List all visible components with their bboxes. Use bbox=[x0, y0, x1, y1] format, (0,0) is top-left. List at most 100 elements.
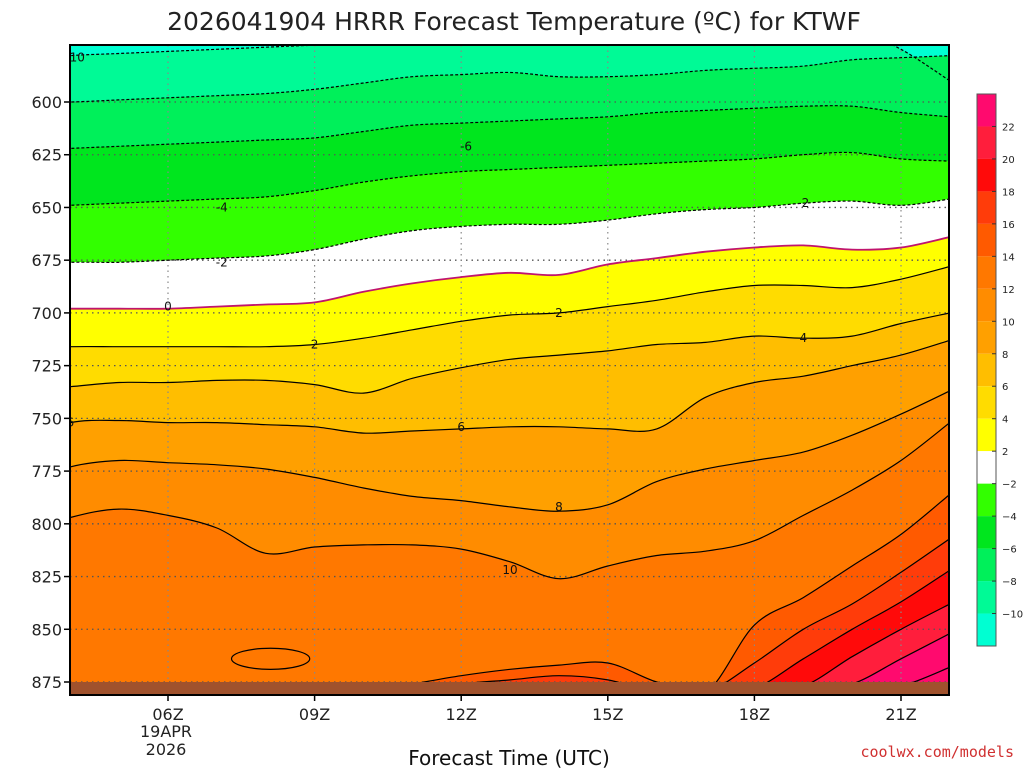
isotherm--8 bbox=[70, 55, 949, 103]
colorbar-tick-label: 16 bbox=[1002, 220, 1015, 231]
colorbar-swatch-18-20 bbox=[977, 158, 996, 192]
contour-label-5: -2 bbox=[797, 196, 809, 210]
contour-label-4: -2 bbox=[216, 255, 228, 269]
colorbar-tick-label: 20 bbox=[1002, 155, 1015, 166]
warm-pocket-2 bbox=[230, 647, 311, 670]
colorbar-tick-label: −10 bbox=[1002, 610, 1023, 621]
colorbar-swatch-4-6 bbox=[977, 386, 996, 419]
date-label-day: 19APR bbox=[140, 722, 192, 741]
colorbar-tick-label: −6 bbox=[1002, 545, 1017, 556]
y-tick-label-725: 725 bbox=[31, 357, 62, 376]
date-label-year: 2026 bbox=[146, 740, 187, 759]
colorbar-swatch--12--10 bbox=[977, 613, 996, 646]
colorbar-tick-label: 18 bbox=[1002, 187, 1015, 198]
plot-area: -10 -6 -4 -2 -2 0 2 2 4 6 6 8 10 bbox=[65, 45, 949, 695]
y-tick-label-625: 625 bbox=[31, 146, 62, 165]
contour-label-1: -10 bbox=[65, 51, 85, 65]
contour-label-text: 2 bbox=[555, 306, 563, 320]
terrain-surface bbox=[70, 682, 949, 695]
contour-label-9: 4 bbox=[799, 331, 807, 345]
colorbar-tick-label: 10 bbox=[1002, 317, 1015, 328]
grid-lines bbox=[70, 45, 949, 695]
x-tick-label-18Z: 18Z bbox=[739, 705, 770, 724]
colorbar-swatch-6-8 bbox=[977, 353, 996, 387]
contour-label-text: 6 bbox=[457, 420, 465, 434]
contour-label-13: 10 bbox=[502, 563, 517, 577]
colorbar-tick-label: 12 bbox=[1002, 285, 1015, 296]
colorbar-swatch--10--8 bbox=[977, 581, 996, 614]
x-tick-label-06Z: 06Z bbox=[152, 705, 183, 724]
contour-label-text: 10 bbox=[502, 563, 517, 577]
colorbar-tick-label: 14 bbox=[1002, 252, 1015, 263]
contour-labels: -10 -6 -4 -2 -2 0 2 2 4 6 6 8 10 bbox=[65, 51, 809, 578]
colorbar-tick-label: −2 bbox=[1002, 480, 1017, 491]
contour-label-text: -2 bbox=[216, 255, 228, 269]
colorbar-swatch-10-12 bbox=[977, 288, 996, 322]
y-tick-label-800: 800 bbox=[31, 515, 62, 534]
colorbar-tick-label: 22 bbox=[1002, 122, 1015, 133]
x-tick-label-21Z: 21Z bbox=[885, 705, 916, 724]
colorbar-tick-label: 4 bbox=[1002, 415, 1008, 426]
isotherm-0 bbox=[70, 236, 949, 310]
colorbar-tick-label: 6 bbox=[1002, 382, 1008, 393]
contour-label-2: -6 bbox=[460, 139, 472, 153]
y-tick-label-750: 750 bbox=[31, 409, 62, 428]
y-tick-label-700: 700 bbox=[31, 304, 62, 323]
credit-text: coolwx.com/models bbox=[860, 743, 1014, 761]
y-tick-label-675: 675 bbox=[31, 251, 62, 270]
isotherm--10 bbox=[70, 45, 949, 82]
fill-band-above-10 bbox=[70, 423, 949, 695]
colorbar-swatch-16-18 bbox=[977, 191, 996, 224]
colorbar-swatch-22-24 bbox=[977, 94, 996, 127]
y-axis: 600 625 650 675 700 725 750 775 800 825 850 875 bbox=[31, 93, 70, 692]
colorbar-tick-label: −8 bbox=[1002, 577, 1017, 588]
terrain bbox=[70, 682, 949, 695]
colorbar-swatch--6--4 bbox=[977, 516, 996, 549]
colorbar-swatch-20-22 bbox=[977, 126, 996, 159]
contour-label-12: 8 bbox=[555, 500, 563, 514]
y-tick-label-600: 600 bbox=[31, 93, 62, 112]
isotherm--4 bbox=[70, 151, 949, 206]
y-tick-label-650: 650 bbox=[31, 198, 62, 217]
contour-label-text: -6 bbox=[460, 139, 472, 153]
colorbar-swatch-14-16 bbox=[977, 223, 996, 257]
isotherm--6 bbox=[70, 105, 949, 150]
contour-label-text: 0 bbox=[164, 300, 172, 314]
contour-label-text: 6 bbox=[66, 416, 74, 430]
x-tick-label-15Z: 15Z bbox=[592, 705, 623, 724]
colorbar-tick-label: 2 bbox=[1002, 447, 1008, 458]
y-tick-label-875: 875 bbox=[31, 673, 62, 692]
contour-label-7: 2 bbox=[311, 338, 319, 352]
x-axis: 06Z 09Z 12Z 15Z 18Z 21Z bbox=[152, 695, 917, 724]
isotherm-10 bbox=[70, 422, 949, 580]
isotherm-6 bbox=[70, 339, 949, 434]
colorbar-tick-label: −4 bbox=[1002, 512, 1017, 523]
colorbar-swatch--4--2 bbox=[977, 483, 996, 517]
colorbar-swatch-2-4 bbox=[977, 418, 996, 452]
isotherm--2 bbox=[70, 198, 949, 263]
contour-label-10: 6 bbox=[66, 416, 74, 430]
plot-frame bbox=[69, 44, 950, 696]
colorbar: 22 20 18 16 14 12 10 8 6 4 2 −2 −4 −6 −8 −10 bbox=[976, 93, 1023, 647]
isotherm-8 bbox=[70, 390, 949, 512]
y-tick-label-850: 850 bbox=[31, 620, 62, 639]
colorbar-swatch--2-2 bbox=[977, 451, 996, 484]
contour-label-text: 4 bbox=[799, 331, 807, 345]
colorbar-frame bbox=[976, 93, 997, 647]
colorbar-swatch--8--6 bbox=[977, 548, 996, 582]
y-tick-label-775: 775 bbox=[31, 462, 62, 481]
contour-label-text: -10 bbox=[65, 51, 85, 65]
contour-label-text: 8 bbox=[555, 500, 563, 514]
contour-label-text: -2 bbox=[797, 196, 809, 210]
x-tick-label-09Z: 09Z bbox=[299, 705, 330, 724]
colorbar-swatch-8-10 bbox=[977, 321, 996, 354]
x-axis-label: Forecast Time (UTC) bbox=[408, 746, 610, 768]
contour-label-8: 2 bbox=[555, 306, 563, 320]
colorbar-swatch-12-14 bbox=[977, 256, 996, 289]
x-tick-label-12Z: 12Z bbox=[446, 705, 477, 724]
y-tick-label-825: 825 bbox=[31, 568, 62, 587]
contour-label-3: -4 bbox=[216, 200, 228, 214]
isotherm-4 bbox=[70, 312, 949, 394]
contour-label-text: -4 bbox=[216, 200, 228, 214]
